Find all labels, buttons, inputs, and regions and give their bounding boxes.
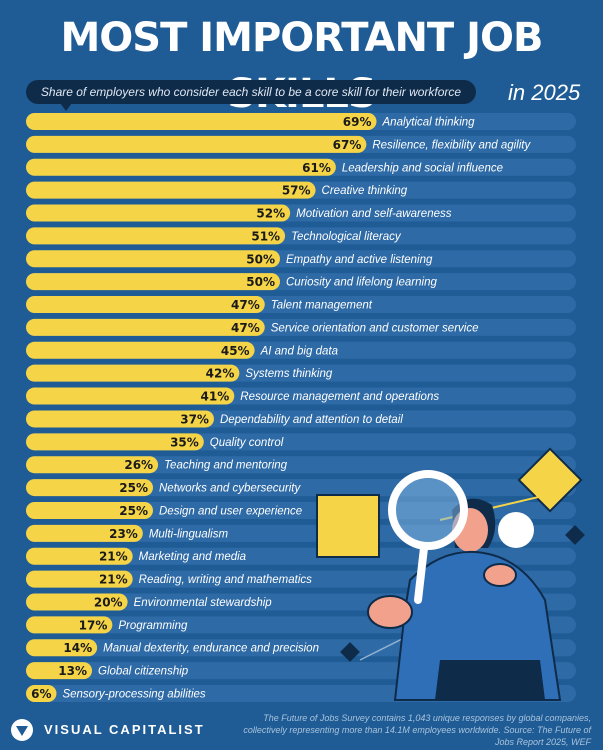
bar-value-label: 26% (124, 458, 153, 472)
bar-category-label: Motivation and self-awareness (296, 208, 452, 220)
bar-category-label: Systems thinking (245, 368, 333, 380)
bar (26, 227, 286, 245)
footer-source-note: The Future of Jobs Survey contains 1,043… (243, 713, 591, 747)
bar-value-label: 61% (302, 161, 331, 175)
bar-value-label: 25% (119, 481, 148, 495)
person-hand-left (367, 595, 413, 629)
bar-category-label: Global citizenship (98, 666, 189, 678)
bar (26, 135, 367, 153)
bar-value-label: 6% (31, 687, 51, 701)
bar-category-label: Environmental stewardship (134, 597, 273, 609)
decor-square-right (517, 447, 583, 513)
bar-value-label: 42% (206, 367, 235, 381)
illustration-person-magnifier (316, 447, 585, 701)
bar-track (26, 456, 576, 474)
bar-value-label: 21% (99, 573, 128, 587)
decor-small-diamond-2 (340, 642, 360, 662)
decor-small-diamond-1 (565, 525, 585, 545)
bar (26, 524, 143, 542)
bar (26, 158, 336, 176)
bar-value-label: 47% (231, 321, 260, 335)
subtitle-pointer (60, 103, 72, 111)
person-hand-right (483, 563, 517, 587)
bar (26, 685, 57, 702)
bar-category-label: Leadership and social influence (342, 162, 503, 174)
bar (26, 456, 159, 474)
footer-brand: VISUAL CAPITALIST (44, 722, 205, 737)
bar (26, 639, 98, 657)
bar-category-label: Programming (118, 620, 188, 632)
bar-category-label: Technological literacy (291, 231, 402, 243)
bar (26, 593, 128, 611)
bars: 69% Analytical thinking 67% Resilience, fle… (26, 113, 531, 702)
bar-category-label: Design and user experience (159, 505, 302, 517)
bar-value-label: 47% (231, 298, 260, 312)
bar-value-label: 50% (246, 252, 275, 266)
bar-value-label: 51% (251, 229, 280, 243)
magnifier-lens (388, 470, 468, 550)
decor-square-left (316, 494, 380, 558)
bar (26, 341, 255, 359)
bar (26, 387, 235, 405)
bar-value-label: 23% (109, 527, 138, 541)
bar-value-label: 14% (63, 641, 92, 655)
bar (26, 662, 93, 680)
bar-category-label: AI and big data (260, 345, 338, 357)
year-label: in 2025 (508, 80, 581, 105)
bar (26, 479, 153, 497)
bar-value-label: 37% (180, 412, 209, 426)
bar-value-label: 20% (94, 595, 123, 609)
decor-circle-1 (498, 512, 534, 548)
bar (26, 547, 133, 565)
bar-category-label: Talent management (271, 300, 373, 312)
bar (26, 433, 204, 451)
bar (26, 318, 265, 336)
bar-category-label: Networks and cybersecurity (159, 483, 301, 495)
bar-category-label: Empathy and active listening (286, 254, 433, 266)
bar-value-label: 21% (99, 550, 128, 564)
bar (26, 570, 133, 588)
bar-category-label: Creative thinking (322, 185, 408, 197)
bar-category-label: Analytical thinking (382, 117, 476, 129)
bar (26, 250, 280, 268)
bar-category-label: Service orientation and customer service (271, 322, 479, 334)
bar-value-label: 35% (170, 435, 199, 449)
bar-value-label: 45% (221, 344, 250, 358)
bar (26, 113, 377, 130)
bar (26, 296, 265, 314)
bar-category-label: Dependability and attention to detail (220, 414, 403, 426)
bar-value-label: 25% (119, 504, 148, 518)
bar-category-label: Multi-lingualism (149, 528, 229, 540)
bar-category-label: Marketing and media (139, 551, 246, 563)
bar-category-label: Sensory-processing abilities (62, 689, 205, 701)
bar-category-label: Reading, writing and mathematics (139, 574, 312, 586)
magnifier-handle (414, 544, 428, 604)
bar (26, 273, 280, 291)
bar (26, 204, 291, 222)
bar-value-label: 41% (201, 390, 230, 404)
bar (26, 616, 113, 634)
bar-value-label: 52% (256, 207, 285, 221)
bar (26, 501, 153, 519)
bar (26, 410, 214, 428)
bar (26, 364, 240, 382)
bar-value-label: 13% (58, 664, 87, 678)
chart-subtitle: Share of employers who consider each ski… (26, 80, 476, 104)
bar-category-label: Curiosity and lifelong learning (286, 277, 437, 289)
bar-category-label: Quality control (210, 437, 284, 449)
bar-value-label: 50% (246, 275, 275, 289)
bar-category-label: Resource management and operations (240, 391, 439, 403)
bar-category-label: Manual dexterity, endurance and precisio… (103, 643, 319, 655)
bar-category-label: Teaching and mentoring (164, 460, 288, 472)
person-pants (435, 660, 545, 700)
bar-value-label: 67% (333, 138, 362, 152)
bar (26, 181, 316, 199)
bar-value-label: 57% (282, 184, 311, 198)
visual-capitalist-logo-icon (11, 719, 33, 741)
bar-category-label: Resilience, flexibility and agility (372, 139, 531, 151)
bar-value-label: 17% (79, 618, 108, 632)
bar-value-label: 69% (343, 115, 372, 129)
